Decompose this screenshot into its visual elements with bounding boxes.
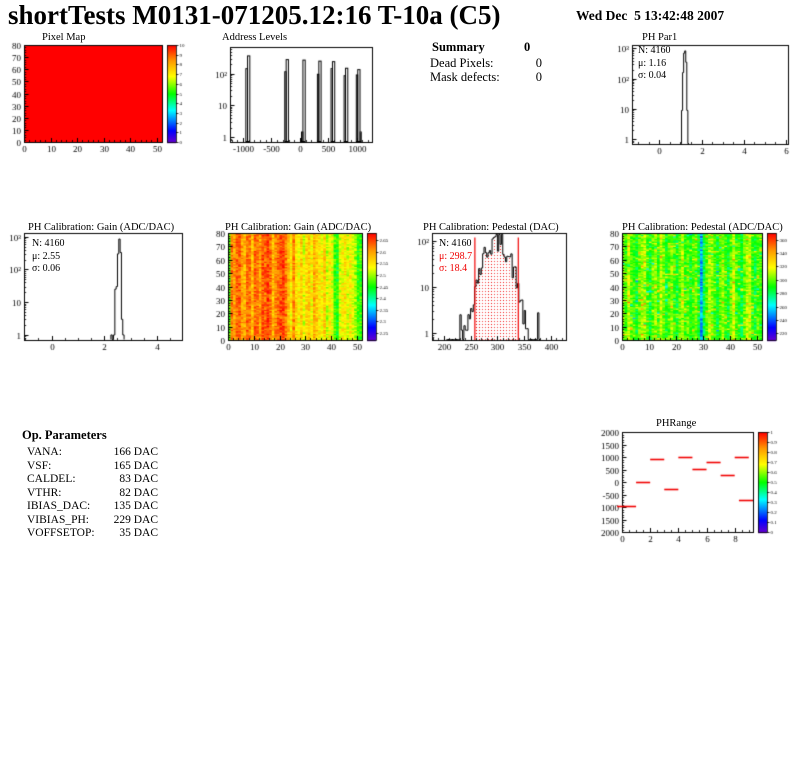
op-parameters-heading: Op. Parameters bbox=[22, 428, 107, 442]
stats-box: N: 4160 μ: 298.7 σ: 18.4 bbox=[439, 238, 472, 276]
op-parameter-label: VSF: bbox=[27, 459, 52, 472]
stat-sigma: σ: 0.06 bbox=[32, 263, 61, 274]
op-parameter-row: VANA: 166 DAC bbox=[22, 446, 158, 460]
plot-title: PH Calibration: Gain (ADC/DAC) bbox=[28, 222, 175, 233]
stat-sigma: σ: 18.4 bbox=[439, 263, 468, 274]
gain-histogram-plot: PH Calibration: Gain (ADC/DAC) N: 4160 μ… bbox=[2, 218, 190, 358]
summary-row-value: 0 bbox=[535, 56, 542, 70]
stat-mean: μ: 2.55 bbox=[32, 250, 61, 262]
timestamp: Wed Dec 5 13:42:48 2007 bbox=[576, 8, 725, 23]
op-parameter-label: IBIAS_DAC: bbox=[27, 500, 91, 512]
plot-title: PH Calibration: Gain (ADC/DAC) bbox=[225, 222, 372, 233]
op-parameter-value: 135 DAC bbox=[113, 500, 158, 512]
summary-row-label: Mask defects: bbox=[430, 70, 500, 84]
op-parameters-panel: Op. Parameters VANA: 166 DAC VSF: 165 DA… bbox=[22, 428, 158, 541]
page-title: shortTests M0131-071205.12:16 T-10a (C5) bbox=[8, 0, 501, 30]
op-parameter-row: IBIAS_DAC: 135 DAC bbox=[22, 500, 158, 514]
address-levels-canvas bbox=[214, 30, 380, 162]
ph-range-plot: PHRange bbox=[594, 406, 796, 554]
summary-row: Mask defects: 0 bbox=[424, 70, 584, 84]
pedestal-map-plot: PH Calibration: Pedestal (ADC/DAC) bbox=[608, 218, 792, 358]
summary-panel: Summary 0 Dead Pixels: 0 Mask defects: 0 bbox=[424, 40, 584, 84]
plot-title: PH Par1 bbox=[642, 32, 678, 43]
op-parameter-value: 166 DAC bbox=[113, 446, 158, 458]
op-parameter-row: VIBIAS_PH: 229 DAC bbox=[22, 514, 158, 528]
plot-title: Address Levels bbox=[222, 32, 288, 43]
stat-entries: N: 4160 bbox=[638, 45, 671, 56]
op-parameter-row: VOFFSETOP: 35 DAC bbox=[22, 527, 158, 541]
op-parameter-value: 82 DAC bbox=[119, 486, 158, 499]
op-parameter-row: CALDEL: 83 DAC bbox=[22, 473, 158, 487]
stats-box: N: 4160 μ: 1.16 σ: 0.04 bbox=[638, 45, 671, 83]
gain-map-canvas bbox=[214, 218, 390, 358]
pedestal-histogram-plot: PH Calibration: Pedestal (DAC) N: 4160 μ… bbox=[412, 218, 570, 358]
summary-heading-row: Summary 0 bbox=[424, 40, 584, 56]
summary-heading-value: 0 bbox=[524, 40, 531, 54]
stat-mean: μ: 1.16 bbox=[638, 57, 667, 69]
pixel-map-canvas bbox=[2, 30, 206, 162]
ph-par1-canvas bbox=[608, 30, 796, 164]
op-parameter-row: VSF: 165 DAC bbox=[22, 460, 158, 474]
summary-heading: Summary bbox=[432, 40, 485, 54]
plot-title: PH Calibration: Pedestal (DAC) bbox=[423, 222, 559, 233]
pedestal-map-canvas bbox=[608, 218, 792, 358]
stat-mean: μ: 298.7 bbox=[439, 250, 473, 262]
stat-entries: N: 4160 bbox=[32, 238, 65, 249]
plot-title: PHRange bbox=[656, 418, 697, 429]
stat-entries: N: 4160 bbox=[439, 238, 472, 249]
summary-row-label: Dead Pixels: bbox=[430, 56, 494, 70]
stats-box: N: 4160 μ: 2.55 σ: 0.06 bbox=[32, 238, 65, 276]
op-parameter-value: 165 DAC bbox=[113, 459, 158, 472]
pedestal-histogram-canvas bbox=[412, 218, 570, 358]
ph-range-canvas bbox=[594, 406, 796, 554]
summary-row-value: 0 bbox=[535, 70, 542, 84]
op-parameter-label: VTHR: bbox=[27, 486, 62, 499]
gain-histogram-canvas bbox=[2, 218, 190, 358]
op-parameter-value: 83 DAC bbox=[119, 473, 158, 485]
op-parameter-row: VTHR: 82 DAC bbox=[22, 487, 158, 501]
pixel-map-plot: Pixel Map bbox=[2, 30, 206, 162]
op-parameter-label: CALDEL: bbox=[27, 473, 76, 485]
op-parameter-value: 35 DAC bbox=[119, 527, 158, 539]
op-parameter-label: VIBIAS_PH: bbox=[27, 513, 89, 526]
op-parameter-label: VOFFSETOP: bbox=[27, 527, 95, 539]
stat-sigma: σ: 0.04 bbox=[638, 70, 667, 81]
op-parameter-value: 229 DAC bbox=[113, 513, 158, 526]
plot-title: Pixel Map bbox=[42, 32, 86, 43]
gain-map-plot: PH Calibration: Gain (ADC/DAC) bbox=[214, 218, 390, 358]
op-parameter-label: VANA: bbox=[27, 446, 62, 458]
summary-row: Dead Pixels: 0 bbox=[424, 56, 584, 70]
address-levels-plot: Address Levels bbox=[214, 30, 380, 162]
plot-title: PH Calibration: Pedestal (ADC/DAC) bbox=[622, 222, 783, 233]
ph-par1-plot: PH Par1 N: 4160 μ: 1.16 σ: 0.04 bbox=[608, 30, 796, 164]
